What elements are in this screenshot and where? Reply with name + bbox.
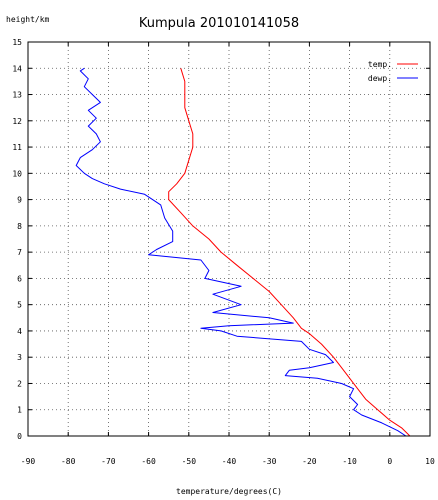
x-tick-label: -90 xyxy=(21,457,36,466)
series-layer xyxy=(75,67,411,437)
y-tick-label: 3 xyxy=(17,353,22,362)
y-tick-label: 4 xyxy=(17,327,22,336)
y-tick-label: 15 xyxy=(12,38,22,47)
y-tick-label: 2 xyxy=(17,379,22,388)
y-tick-label: 7 xyxy=(17,248,22,257)
legend: temp. dewp. xyxy=(368,60,418,83)
y-tick-label: 1 xyxy=(17,406,22,415)
tick-layer: -90 -80 -70 -60 -50 -40 -30 -20 -10 0 100123456789… xyxy=(12,38,435,466)
legend-label: dewp. xyxy=(368,74,392,83)
grid-layer xyxy=(28,42,430,436)
x-tick-label: -20 xyxy=(302,457,317,466)
x-tick-label: -70 xyxy=(101,457,116,466)
x-tick-label: -60 xyxy=(141,457,156,466)
x-tick-label: -50 xyxy=(182,457,197,466)
y-tick-label: 10 xyxy=(12,169,22,178)
y-tick-label: 0 xyxy=(17,432,22,441)
x-tick-label: -10 xyxy=(342,457,357,466)
series-line-temp xyxy=(168,68,411,437)
chart-title: Kumpula 201010141058 xyxy=(139,16,299,31)
y-tick-label: 5 xyxy=(17,301,22,310)
y-tick-label: 9 xyxy=(17,196,22,205)
legend-label: temp. xyxy=(368,60,392,69)
y-tick-label: 8 xyxy=(17,222,22,231)
series-line-dewp xyxy=(75,67,407,437)
y-tick-label: 12 xyxy=(12,117,22,126)
x-tick-label: 0 xyxy=(387,457,392,466)
x-tick-label: -40 xyxy=(222,457,237,466)
y-axis-label: height/km xyxy=(6,15,50,24)
y-tick-label: 14 xyxy=(12,64,22,73)
x-axis-label: temperature/degrees(C) xyxy=(176,487,282,496)
x-tick-label: -80 xyxy=(61,457,76,466)
x-tick-label: -30 xyxy=(262,457,277,466)
y-tick-label: 13 xyxy=(12,91,22,100)
x-tick-label: 10 xyxy=(425,457,435,466)
y-tick-label: 11 xyxy=(12,143,22,152)
y-tick-label: 6 xyxy=(17,274,22,283)
